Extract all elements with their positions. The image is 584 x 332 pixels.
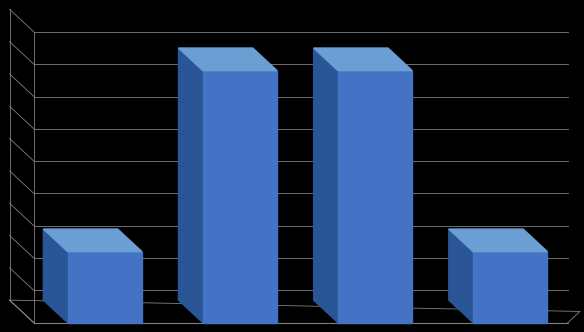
Polygon shape: [473, 252, 547, 323]
Polygon shape: [43, 229, 142, 252]
Polygon shape: [68, 252, 142, 323]
Polygon shape: [314, 48, 412, 71]
Polygon shape: [314, 48, 338, 323]
Polygon shape: [179, 48, 277, 71]
Polygon shape: [449, 229, 547, 252]
Polygon shape: [43, 229, 68, 323]
Polygon shape: [338, 71, 412, 323]
Polygon shape: [179, 48, 203, 323]
Polygon shape: [203, 71, 277, 323]
Polygon shape: [449, 229, 473, 323]
